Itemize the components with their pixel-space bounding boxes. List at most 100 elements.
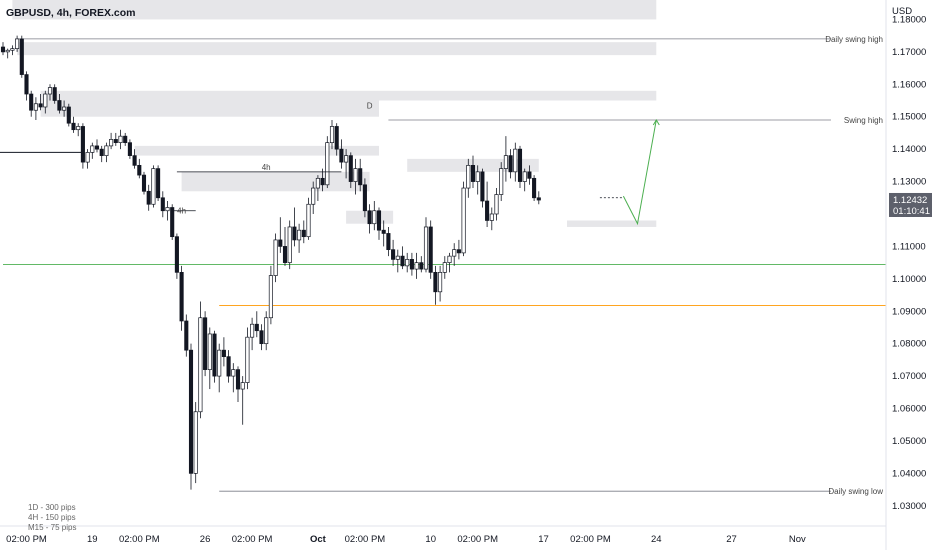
- candle-body: [447, 255, 452, 263]
- candle-body: [226, 356, 231, 377]
- candle-body: [367, 210, 372, 225]
- price-tag-countdown: 01:10:41: [893, 206, 930, 217]
- candle-body: [386, 233, 391, 251]
- x-tick-label: Nov: [789, 534, 806, 545]
- candle-body: [381, 229, 386, 234]
- candle-body: [76, 126, 81, 131]
- candle-body: [311, 187, 316, 205]
- y-tick-label: 1.14000: [892, 144, 926, 155]
- candle-body: [400, 255, 405, 267]
- candle-body: [334, 126, 339, 150]
- candle-body: [358, 168, 363, 186]
- candle-body: [452, 249, 457, 257]
- candle-body: [376, 210, 382, 231]
- y-tick-label: 1.10000: [892, 274, 926, 285]
- candle-body: [513, 148, 518, 173]
- candle-body: [391, 249, 396, 260]
- x-tick-label: 02:00 PM: [119, 534, 160, 545]
- candle-body: [508, 155, 513, 173]
- candle-body: [132, 155, 137, 166]
- candle-body: [127, 142, 132, 156]
- candle-body: [47, 87, 53, 95]
- candle-body: [188, 349, 194, 474]
- candle-body: [85, 152, 90, 163]
- x-tick-label: 24: [651, 534, 662, 545]
- x-tick-label: 02:00 PM: [457, 534, 498, 545]
- candle-body: [419, 262, 424, 270]
- candle-body: [273, 239, 278, 276]
- price-tag-value: 1.12432: [893, 195, 927, 206]
- candle-body: [423, 226, 429, 270]
- y-tick-label: 1.04000: [892, 468, 926, 479]
- level-label: Swing high: [844, 116, 883, 125]
- candle-body: [527, 171, 532, 179]
- x-tick-label: 17: [538, 534, 549, 545]
- candle-body: [348, 155, 353, 182]
- candle-body: [90, 145, 95, 153]
- candle-body: [372, 210, 377, 225]
- candle-body: [250, 323, 255, 338]
- candle-body: [532, 177, 537, 199]
- zone-label-4h-2: 4h: [177, 207, 186, 216]
- candle-body: [57, 100, 62, 111]
- candle-body: [19, 38, 24, 75]
- candle-body: [353, 168, 358, 182]
- candle-body: [344, 155, 349, 163]
- zone-box: [40, 90, 657, 101]
- candle-body: [536, 197, 541, 201]
- candle-body: [470, 165, 476, 182]
- candle-body: [325, 142, 330, 186]
- y-tick-label: 1.18000: [892, 14, 926, 25]
- projection-path: [622, 119, 657, 226]
- candle-body: [485, 200, 490, 221]
- candle-body: [245, 336, 250, 383]
- candle-body: [156, 168, 161, 199]
- level-label: Daily swing high: [825, 35, 883, 44]
- y-tick-label: 1.07000: [892, 371, 926, 382]
- candle-body: [52, 87, 57, 101]
- candle-body: [259, 330, 264, 345]
- candle-body: [71, 122, 76, 131]
- candle-body: [362, 184, 367, 212]
- note-4h: 4H - 150 pips: [28, 513, 76, 522]
- x-tick-label: 02:00 PM: [570, 534, 611, 545]
- supply-demand-zones: [12, 0, 657, 227]
- candle-body: [466, 165, 471, 189]
- candle-body: [409, 259, 414, 270]
- candle-body: [0, 46, 6, 53]
- x-tick-label: 26: [200, 534, 211, 545]
- zone-box: [181, 171, 370, 192]
- price-axis: 1.18000 1.17000 1.16000 1.15000 1.14000 1.130…: [889, 14, 932, 512]
- candle-body: [29, 93, 34, 111]
- zone-box: [40, 100, 379, 117]
- candle-body: [217, 349, 222, 377]
- symbol-title: GBPUSD, 4h, FOREX.com: [6, 7, 136, 19]
- candle-body: [38, 103, 43, 108]
- candle-body: [301, 229, 306, 238]
- candle-body: [66, 106, 71, 124]
- projection-arrowhead: [652, 118, 660, 126]
- candle-body: [160, 197, 165, 212]
- candle-body: [254, 323, 259, 332]
- candle-body: [118, 135, 123, 144]
- candle-body: [475, 171, 480, 182]
- candle-body: [94, 145, 100, 150]
- y-tick-label: 1.17000: [892, 47, 926, 58]
- candle-body: [489, 213, 494, 221]
- candle-body: [461, 187, 466, 254]
- candle-body: [320, 177, 325, 186]
- zone-box: [17, 42, 657, 56]
- candle-body: [80, 126, 85, 163]
- time-axis: 02:00 PM 19 02:00 PM 26 02:00 PM Oct 02:00 PM 1…: [0, 0, 887, 550]
- candle-body: [268, 275, 273, 319]
- zone-label-d: D: [367, 102, 373, 111]
- candle-body: [123, 135, 128, 144]
- x-tick-label: 10: [425, 534, 436, 545]
- candle-body: [442, 262, 447, 273]
- candle-body: [179, 271, 184, 322]
- zone-box: [12, 0, 657, 20]
- candle-body: [428, 226, 433, 273]
- candle-body: [184, 320, 189, 351]
